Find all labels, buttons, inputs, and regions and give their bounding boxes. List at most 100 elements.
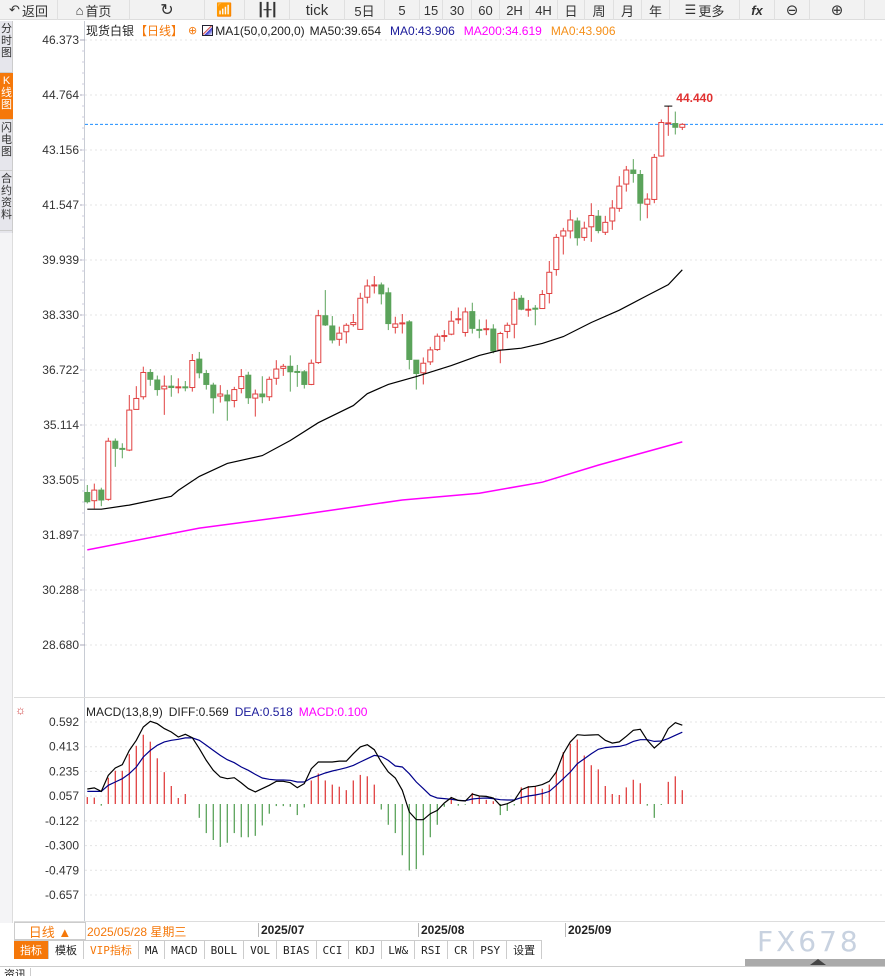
tab-cci[interactable]: CCI — [316, 941, 350, 959]
zoom-in-button[interactable]: ⊕ — [810, 0, 865, 20]
home-icon: ⌂ — [75, 2, 84, 18]
tab-boll[interactable]: BOLL — [204, 941, 245, 959]
candle-up — [441, 335, 448, 338]
back-button[interactable]: ↶ 返回 — [0, 0, 58, 20]
back-arrow-icon: ↶ — [9, 2, 20, 17]
time-axis: 日线 ▲ 2025/05/28 星期三 2025/07 2025/08 2025… — [14, 921, 885, 940]
candle-up — [231, 389, 238, 402]
period-4h[interactable]: 4H — [530, 0, 558, 20]
candle-up — [434, 335, 441, 351]
candle-down — [210, 384, 217, 399]
candle-down — [182, 386, 189, 389]
candle-down — [595, 215, 602, 232]
candle-up — [665, 122, 672, 125]
candle-up — [511, 298, 518, 325]
sidebar-item-contract-info[interactable]: 合约资料 — [0, 171, 13, 231]
macd-value: MACD:0.100 — [298, 705, 368, 719]
tab-kdj[interactable]: KDJ — [349, 941, 383, 959]
candle-down — [329, 325, 336, 341]
candle-up — [658, 122, 665, 157]
tab-psy[interactable]: PSY — [474, 941, 508, 959]
ma0-value-2: MA0:43.906 — [550, 23, 616, 38]
tab-settings[interactable]: 设置 — [507, 941, 543, 959]
price-axis-label: 36.722 — [42, 363, 79, 377]
candle-down — [301, 371, 308, 385]
candle-up — [427, 349, 434, 363]
zoom-out-button[interactable]: ⊖ — [775, 0, 810, 20]
tab-macd[interactable]: MACD — [165, 941, 205, 959]
trend-chart-button[interactable]: 📶 — [205, 0, 245, 20]
tab-rsi[interactable]: RSI — [415, 941, 448, 959]
sidebar-item-kline[interactable]: K线图 — [0, 73, 13, 120]
indicator-settings-icon[interactable] — [202, 25, 214, 36]
candle-down — [413, 359, 420, 374]
sidebar-item-flash[interactable]: 闪电图 — [0, 120, 13, 171]
toolbar-overflow[interactable] — [865, 0, 885, 20]
candle-up — [420, 362, 427, 374]
tab-vol[interactable]: VOL — [244, 941, 277, 959]
candle-down — [154, 379, 161, 391]
tab-indicators[interactable]: 指标 — [14, 941, 49, 959]
price-axis-label: 43.156 — [42, 143, 79, 157]
macd-dea: DEA:0.518 — [234, 705, 293, 719]
tab-bias[interactable]: BIAS — [277, 941, 317, 959]
tab-ma[interactable]: MA — [138, 941, 166, 959]
price-axis-label: 41.547 — [42, 198, 79, 212]
candle-up — [133, 397, 140, 410]
period-30m[interactable]: 30 — [443, 0, 472, 20]
candle-down — [196, 358, 203, 374]
candle-up — [189, 360, 196, 389]
period-week[interactable]: 周 — [585, 0, 614, 20]
indicator-settings-sun-icon[interactable]: ☼ — [15, 703, 26, 717]
candle-down — [518, 297, 525, 310]
period-5m[interactable]: 5 — [385, 0, 420, 20]
period-year[interactable]: 年 — [642, 0, 670, 20]
candlestick-button[interactable]: ┃╂┃ — [245, 0, 290, 20]
ma0-value: MA0:43.906 — [390, 23, 455, 38]
candle-up — [399, 322, 406, 325]
bar-chart-icon: 📶 — [216, 2, 233, 17]
home-button[interactable]: ⌂ 首页 — [58, 0, 130, 20]
tick-button[interactable]: tick — [290, 0, 345, 20]
macd-axis-label: 0.413 — [49, 740, 79, 754]
zoom-in-icon: ⊕ — [830, 2, 844, 19]
candle-up — [462, 311, 469, 333]
candle-up — [581, 227, 588, 238]
candle-down — [119, 447, 126, 450]
formula-button[interactable]: fx — [740, 0, 775, 20]
candle-up — [217, 393, 224, 397]
candle-up — [238, 376, 245, 390]
macd-axis-label: -0.479 — [45, 863, 79, 877]
candle-down — [378, 284, 385, 295]
candle-up — [392, 323, 399, 328]
candle-up — [315, 315, 322, 364]
macd-axis-label: 0.592 — [49, 715, 79, 729]
tab-templates[interactable]: 模板 — [49, 941, 84, 959]
tab-lwr[interactable]: LW& — [382, 941, 416, 959]
period-2h[interactable]: 2H — [500, 0, 530, 20]
period-15m[interactable]: 15 — [420, 0, 443, 20]
candle-up — [553, 236, 560, 271]
tab-cr[interactable]: CR — [448, 941, 475, 959]
candle-down — [574, 220, 581, 239]
more-button[interactable]: ☰ 更多 — [670, 0, 740, 20]
crosshair-toggle-icon[interactable]: ⊕ — [188, 25, 198, 37]
tab-news[interactable]: 资讯 — [0, 968, 31, 976]
candle-up — [252, 393, 259, 399]
sidebar-item-timeshare[interactable]: 分时图 — [0, 21, 13, 73]
period-selector[interactable]: 日线 ▲ — [14, 922, 86, 940]
period-month[interactable]: 月 — [614, 0, 642, 20]
price-axis-label: 31.897 — [42, 528, 79, 542]
panel-collapse-bar[interactable] — [745, 959, 885, 966]
candle-up — [350, 322, 357, 326]
refresh-button[interactable]: ↻ — [130, 0, 205, 20]
candle-up — [546, 271, 553, 294]
sidebar-background — [0, 233, 13, 923]
period-day[interactable]: 日 — [558, 0, 585, 20]
price-axis-label: 44.764 — [42, 88, 79, 102]
tab-vip-indicators[interactable]: VIP指标 — [84, 941, 139, 959]
five-day-button[interactable]: 5日 — [345, 0, 385, 20]
candle-down — [476, 328, 483, 331]
period-60m[interactable]: 60 — [472, 0, 500, 20]
